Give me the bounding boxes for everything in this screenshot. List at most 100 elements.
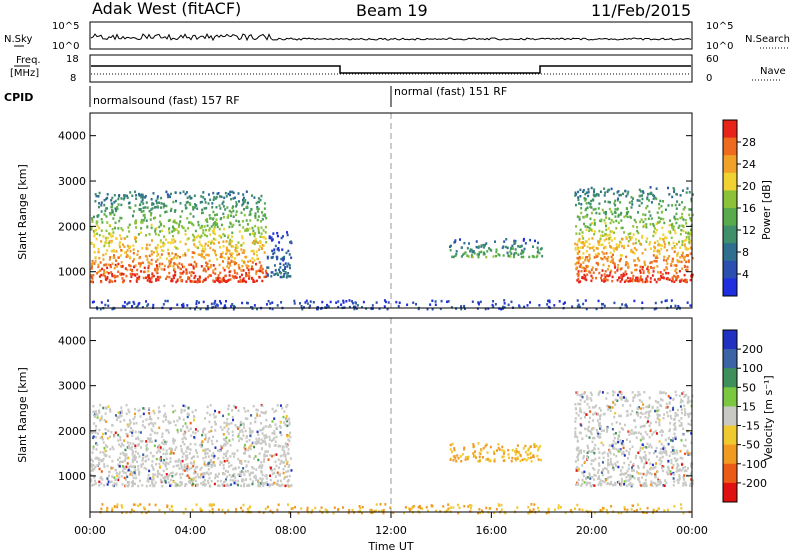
echo-cell (537, 458, 540, 461)
echo-cell (208, 420, 211, 424)
echo-cell (217, 508, 220, 511)
echo-cell (252, 467, 255, 470)
echo-cell (235, 201, 238, 204)
echo-cell (629, 476, 632, 479)
echo-cell (110, 431, 113, 434)
echo-cell (110, 205, 113, 209)
echo-cell (387, 301, 390, 304)
echo-cell (671, 195, 674, 199)
echo-cell (460, 246, 463, 250)
echo-cell (121, 506, 124, 509)
echo-cell (93, 467, 96, 471)
echo-cell (157, 449, 160, 452)
echo-cell (214, 272, 217, 275)
echo-cell (246, 227, 249, 231)
echo-cell (626, 262, 629, 266)
echo-cell (624, 263, 627, 267)
echo-cell (180, 272, 183, 275)
echo-cell (164, 481, 167, 484)
echo-cell (152, 192, 155, 195)
echo-cell (147, 303, 150, 306)
echo-cell (588, 420, 591, 424)
echo-cell (234, 275, 237, 278)
echo-cell (685, 279, 688, 282)
echo-cell (605, 224, 608, 228)
echo-cell (218, 246, 221, 249)
echo-cell (104, 236, 107, 240)
colorbar-swatch (723, 172, 737, 191)
echo-cell (261, 244, 264, 247)
echo-cell (209, 265, 212, 269)
echo-cell (591, 475, 594, 479)
echo-cell (672, 241, 675, 245)
echo-cell (309, 304, 312, 307)
echo-cell (612, 439, 615, 443)
echo-cell (668, 243, 671, 246)
echo-cell (159, 450, 162, 454)
echo-cell (682, 229, 685, 233)
echo-cell (249, 305, 252, 309)
echo-cell (180, 466, 183, 470)
echo-cell (231, 430, 234, 433)
echo-cell (485, 255, 488, 259)
echo-cell (668, 278, 671, 281)
echo-cell (286, 274, 289, 277)
echo-cell (214, 409, 217, 413)
echo-cell (127, 408, 130, 412)
echo-cell (123, 419, 126, 422)
echo-cell (185, 454, 188, 458)
echo-cell (133, 415, 136, 419)
echo-cell (603, 239, 606, 242)
echo-cell (176, 303, 179, 307)
echo-cell (94, 482, 97, 485)
echo-cell (239, 461, 242, 464)
echo-cell (611, 446, 614, 450)
echo-cell (352, 305, 355, 309)
echo-cell (131, 458, 134, 461)
echo-cell (686, 254, 689, 257)
echo-cell (183, 409, 186, 412)
echo-cell (482, 251, 485, 255)
echo-cell (679, 194, 682, 197)
echo-cell (111, 196, 114, 200)
echo-cell (200, 442, 203, 445)
echo-cell (673, 432, 676, 436)
echo-cell (101, 438, 104, 441)
echo-cell (120, 475, 123, 478)
echo-cell (237, 427, 240, 430)
echo-cell (523, 457, 526, 461)
echo-cell (92, 274, 95, 277)
echo-cell (277, 248, 280, 252)
echo-cell (618, 390, 621, 394)
echo-cell (187, 237, 190, 240)
echo-cell (522, 447, 525, 450)
colorbar-swatch (723, 120, 737, 139)
freq-trace (91, 65, 691, 74)
echo-cell (125, 465, 128, 469)
echo-cell (576, 305, 579, 308)
echo-cell (547, 507, 550, 511)
echo-cell (158, 444, 161, 447)
echo-cell (515, 251, 518, 255)
echo-cell (102, 235, 105, 238)
echo-cell (684, 219, 687, 222)
echo-cell (494, 302, 497, 306)
echo-cell (186, 465, 189, 468)
echo-cell (237, 457, 240, 461)
echo-cell (194, 431, 197, 435)
echo-cell (169, 260, 172, 264)
echo-cell (358, 505, 361, 508)
echo-cell (514, 239, 517, 243)
echo-cell (134, 204, 137, 207)
echo-cell (239, 279, 242, 282)
echo-cell (576, 435, 579, 439)
echo-cell (642, 270, 645, 273)
echo-cell (594, 412, 597, 415)
echo-cell (538, 304, 541, 307)
echo-cell (201, 208, 204, 212)
echo-cell (273, 410, 276, 413)
echo-cell (637, 211, 640, 214)
echo-cell (658, 221, 661, 224)
echo-cell (519, 459, 522, 463)
echo-cell (663, 245, 666, 249)
